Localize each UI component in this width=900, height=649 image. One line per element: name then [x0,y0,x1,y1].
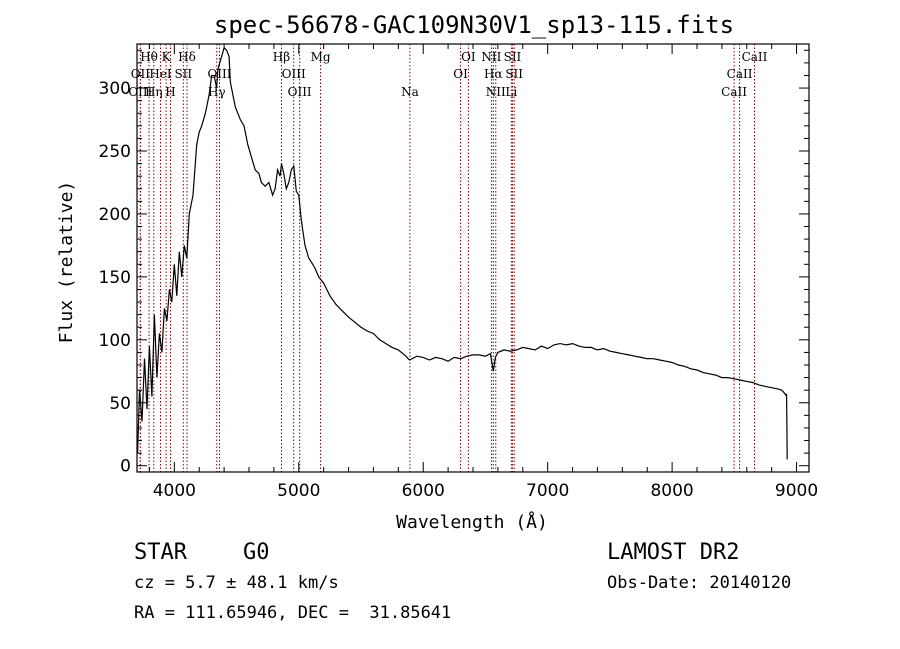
x-tick-label-1: 5000 [277,481,320,501]
marker-label-20: Hα [484,67,503,81]
marker-label-11: Hβ [273,50,290,64]
x-tick-label-5: 9000 [775,481,818,501]
spectral-line-markers [139,44,755,472]
x-tick-label-4: 8000 [650,481,693,501]
spectrum-series-line [137,46,788,460]
marker-label-26: CaII [721,85,747,99]
marker-label-8: Hδ [178,50,196,64]
marker-label-23: Li [505,85,517,99]
marker-label-16: OI [453,67,468,81]
marker-label-0: Hθ [140,50,158,64]
marker-label-19: SII [504,50,522,64]
x-tick-label-0: 4000 [153,481,196,501]
marker-label-21: SII [505,67,523,81]
y-axis-ticks: 0 50 100 150 200 250 300 [99,49,809,477]
plot-frame [136,43,810,473]
marker-label-7: H [165,85,175,99]
marker-label-14: OIII [288,85,312,99]
redshift-text: cz = 5.7 ± 48.1 km/s [134,573,339,593]
y-tick-label-3: 150 [99,268,131,288]
marker-label-17: OI [461,50,476,64]
y-tick-label-1: 50 [109,394,131,414]
y-tick-label-2: 100 [99,331,131,351]
chart-title: spec-56678-GAC109N30V1_sp13-115.fits [214,11,734,39]
y-tick-label-5: 250 [99,142,131,162]
y-tick-label-4: 200 [99,205,131,225]
object-subclass: G0 [243,540,270,565]
obs-date-text: Obs-Date: 20140120 [607,573,792,593]
marker-label-4: K [162,50,172,64]
marker-label-25: CaII [727,67,753,81]
x-axis-ticks: 4000 5000 6000 7000 8000 9000 [148,44,818,501]
marker-label-5: HeI [149,67,172,81]
y-tick-label-6: 300 [99,79,131,99]
marker-label-6: SII [174,67,192,81]
marker-label-9: OIII [207,67,231,81]
x-axis-label: Wavelength (Å) [396,511,548,533]
marker-label-18: NII [481,50,501,64]
y-axis-label: Flux (relative) [56,181,77,344]
marker-label-3: Hη [145,85,163,99]
marker-label-24: CaII [742,50,768,64]
marker-label-13: OIII [282,67,306,81]
object-class: STAR [134,540,187,565]
marker-label-1: OII [131,67,151,81]
marker-label-22: NII [486,85,506,99]
coordinates-text: RA = 111.65946, DEC = 31.85641 [134,603,452,623]
marker-label-10: Hγ [208,85,226,99]
survey-label: LAMOST DR2 [607,540,740,565]
marker-label-15: Na [401,85,419,99]
x-tick-label-2: 6000 [402,481,445,501]
y-tick-label-0: 0 [120,457,131,477]
x-tick-label-3: 7000 [526,481,569,501]
marker-label-12: Mg [311,50,331,64]
